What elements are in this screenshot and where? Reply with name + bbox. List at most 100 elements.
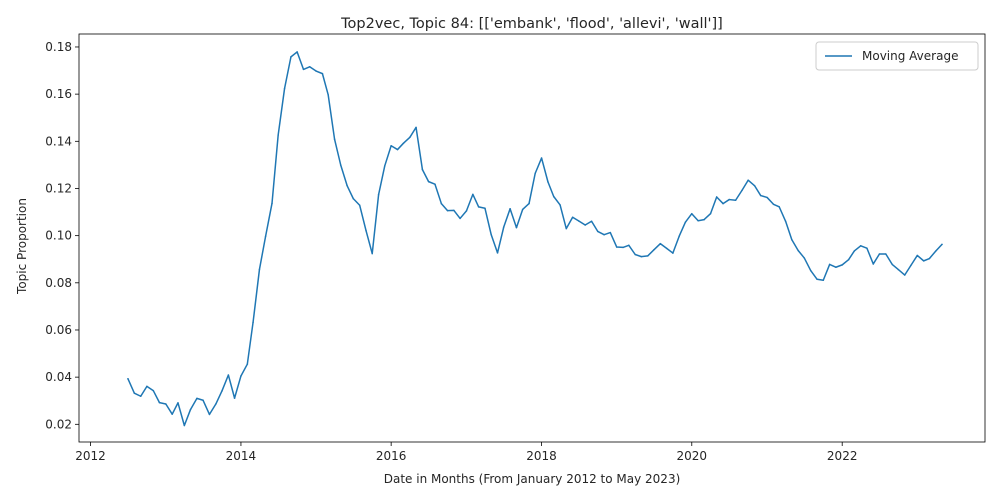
data-point [534, 172, 536, 175]
data-point [691, 212, 693, 215]
data-point [427, 180, 430, 183]
data-point [859, 245, 862, 247]
x-tick-label: 2020 [677, 449, 708, 463]
data-point [296, 51, 298, 53]
data-point [584, 224, 586, 226]
data-point [215, 403, 217, 405]
data-point [321, 72, 324, 75]
data-point [177, 402, 179, 404]
data-point [640, 255, 643, 258]
data-point [809, 269, 812, 272]
data-point [715, 196, 718, 198]
data-point [565, 227, 568, 230]
data-point [615, 246, 618, 248]
data-point [622, 246, 624, 249]
data-point [559, 204, 561, 206]
x-tick-label: 2016 [376, 449, 407, 463]
data-point [315, 70, 317, 72]
x-tick-label: 2022 [827, 449, 858, 463]
y-axis-label: Topic Proportion [15, 198, 29, 295]
data-point [402, 142, 405, 144]
data-point [722, 202, 724, 205]
data-point [547, 181, 549, 183]
y-tick-label: 0.16 [45, 87, 72, 101]
x-axis-ticks: 2012 2014 2016 2018 2020 2022 [75, 442, 857, 463]
data-point [258, 268, 261, 271]
data-point [803, 257, 806, 259]
data-point [472, 193, 474, 196]
data-point [759, 194, 762, 197]
data-point [596, 230, 599, 233]
data-point [165, 403, 167, 405]
data-point [797, 249, 799, 252]
data-point [202, 399, 204, 402]
data-point [922, 260, 925, 262]
data-point [415, 126, 417, 129]
data-point [152, 389, 155, 392]
data-point [252, 321, 254, 323]
data-point [772, 203, 775, 206]
data-point [277, 134, 279, 136]
legend-box [815, 41, 979, 71]
y-tick-label: 0.14 [45, 134, 72, 148]
data-point [521, 208, 524, 211]
data-point [308, 66, 311, 68]
data-point [396, 148, 399, 151]
data-point [496, 252, 499, 254]
data-point [904, 274, 906, 276]
data-point [853, 250, 856, 252]
data-point [747, 179, 749, 181]
data-point [283, 87, 286, 90]
data-point [171, 413, 173, 415]
data-point [246, 363, 249, 365]
data-point [847, 258, 850, 261]
data-point [697, 220, 699, 222]
data-point [127, 378, 129, 380]
data-point [835, 266, 837, 268]
data-point [183, 424, 186, 427]
data-point [233, 397, 236, 399]
data-point [872, 263, 875, 265]
data-point [941, 243, 943, 246]
data-point [515, 226, 518, 229]
data-point [302, 68, 305, 71]
data-point [897, 268, 900, 271]
data-point [928, 257, 931, 260]
data-point [678, 235, 680, 237]
data-point [358, 204, 361, 206]
legend: Moving Average [815, 41, 979, 71]
data-point [891, 263, 893, 266]
legend-label: Moving Average [862, 49, 958, 63]
data-point [146, 385, 148, 388]
y-tick-label: 0.12 [45, 181, 72, 195]
x-tick-label: 2012 [75, 449, 106, 463]
data-point [477, 206, 480, 208]
data-point [271, 202, 273, 205]
data-point [352, 197, 355, 200]
data-point [791, 238, 793, 241]
data-point [578, 220, 580, 222]
y-tick-label: 0.18 [45, 40, 72, 54]
y-tick-label: 0.10 [45, 229, 72, 243]
y-tick-label: 0.04 [45, 370, 72, 384]
chart-title: Top2vec, Topic 84: [['embank', 'flood', … [340, 16, 723, 32]
data-point [590, 220, 593, 223]
data-point [709, 212, 712, 215]
data-point [603, 233, 605, 236]
data-point [327, 94, 329, 96]
data-point [528, 202, 530, 205]
data-point [665, 247, 668, 250]
data-point [484, 207, 486, 210]
data-point [628, 244, 630, 247]
data-point [816, 278, 818, 281]
data-point [910, 264, 912, 267]
data-point [916, 254, 919, 257]
data-point [440, 202, 443, 205]
data-point [734, 199, 737, 202]
x-tick-label: 2018 [526, 449, 557, 463]
data-point [778, 206, 780, 208]
data-point [446, 209, 449, 212]
data-point [434, 183, 436, 185]
data-point [741, 189, 743, 192]
